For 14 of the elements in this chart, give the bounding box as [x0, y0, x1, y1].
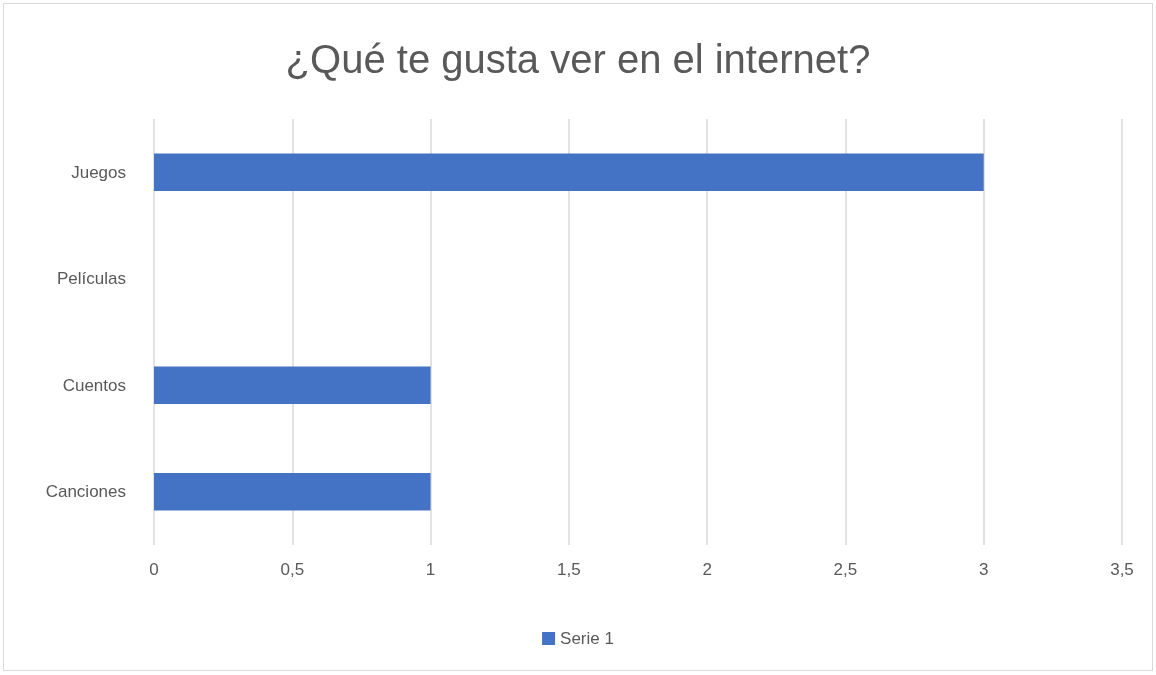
x-tick-label: 3 — [978, 560, 989, 579]
x-tick-label: 3,5 — [1110, 560, 1134, 579]
x-tick-label: 2 — [702, 560, 712, 579]
x-tick-label: 1,5 — [557, 560, 581, 579]
y-tick-label: Cuentos — [62, 375, 126, 395]
x-tick-label: 1 — [425, 560, 436, 579]
y-tick-label: Canciones — [45, 482, 126, 502]
legend-label: Serie 1 — [560, 629, 614, 648]
x-tick-label: 0 — [149, 560, 159, 579]
x-tick-label: 2,5 — [833, 560, 858, 579]
y-tick-label: Películas — [57, 269, 126, 289]
x-tick-label: 0,5 — [280, 560, 305, 579]
chart-title: ¿Qué te gusta ver en el internet? — [285, 37, 871, 81]
y-tick-label: Juegos — [71, 162, 126, 182]
